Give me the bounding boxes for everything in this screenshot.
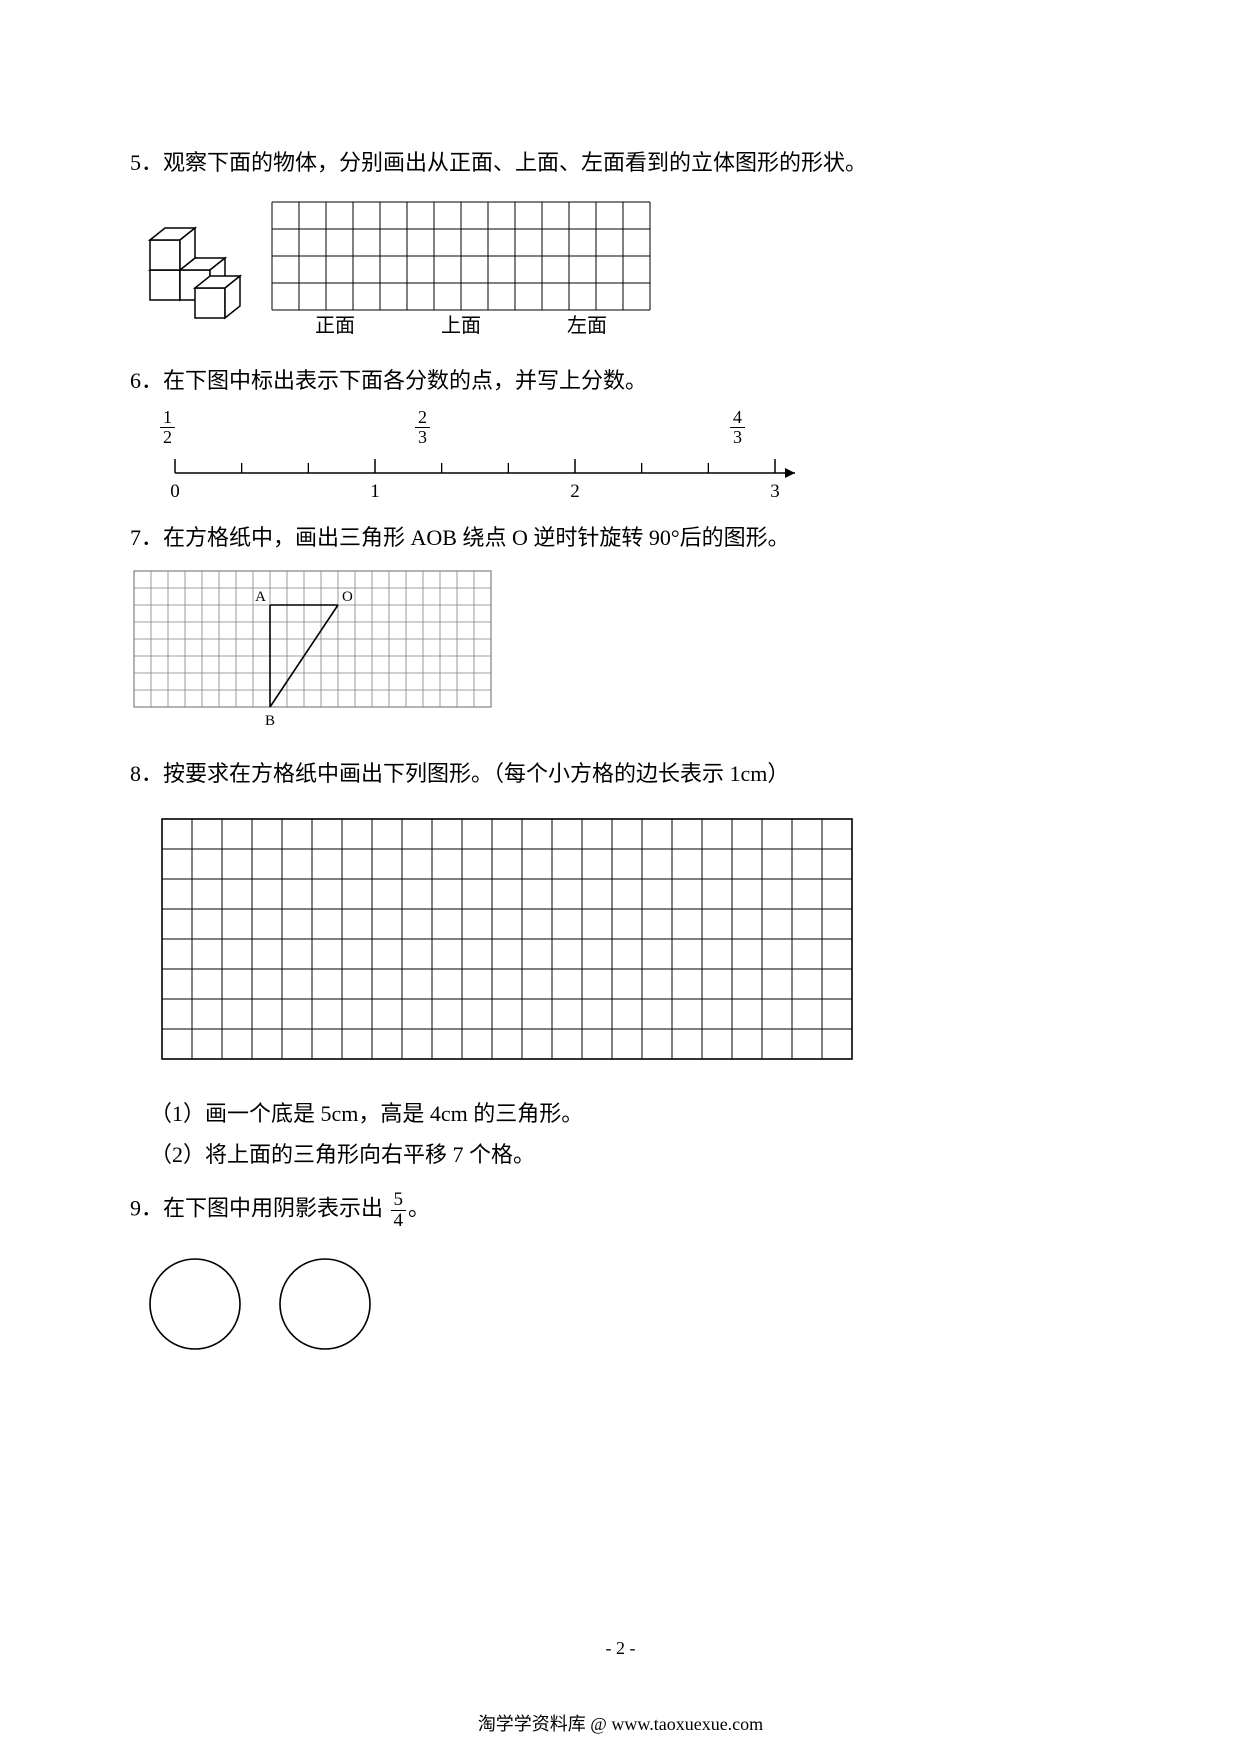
q5-figure: 正面 上面 左面 <box>130 200 1110 338</box>
svg-text:A: A <box>255 589 266 605</box>
q8-sub2: （2）将上面的三角形向右平移 7 个格。 <box>130 1134 1110 1176</box>
q6-fractions-row: 12 23 43 <box>150 408 800 447</box>
q8-sub1: （1）画一个底是 5cm，高是 4cm 的三角形。 <box>130 1093 1110 1135</box>
svg-text:上面: 上面 <box>441 314 481 337</box>
q6-text: 6．在下图中标出表示下面各分数的点，并写上分数。 <box>130 363 1110 398</box>
q8-number: 8． <box>130 761 163 786</box>
q6-numberline: 0 1 2 3 <box>135 453 815 508</box>
q8-grid <box>160 817 856 1063</box>
q5-text: 5．观察下面的物体，分别画出从正面、上面、左面看到的立体图形的形状。 <box>130 145 1110 180</box>
svg-text:0: 0 <box>170 481 180 502</box>
q6-frac-0: 12 <box>160 408 175 447</box>
q6-number: 6． <box>130 368 163 393</box>
q5-grid: 正面 上面 左面 <box>270 200 668 338</box>
q6-frac-2: 43 <box>730 408 745 447</box>
page-number: - 2 - <box>0 1638 1241 1659</box>
q7-text: 7．在方格纸中，画出三角形 AOB 绕点 O 逆时针旋转 90°后的图形。 <box>130 520 1110 555</box>
svg-text:正面: 正面 <box>315 315 355 337</box>
q8-text: 8．按要求在方格纸中画出下列图形。（每个小方格的边长表示 1cm） <box>130 756 1110 791</box>
q9-number: 9． <box>130 1196 163 1221</box>
q7-number: 7． <box>130 525 163 550</box>
q6-frac-1: 23 <box>415 408 430 447</box>
svg-text:2: 2 <box>570 481 580 502</box>
svg-text:1: 1 <box>370 481 380 502</box>
svg-text:左面: 左面 <box>567 314 607 337</box>
svg-text:3: 3 <box>770 481 780 502</box>
q5-number: 5． <box>130 150 163 175</box>
svg-text:O: O <box>342 589 353 605</box>
q9-text: 9．在下图中用阴影表示出 54 。 <box>130 1190 1110 1231</box>
svg-text:B: B <box>265 713 275 729</box>
footer-text: 淘学学资料库 @ www.taoxuexue.com <box>0 1710 1241 1736</box>
q9-frac: 54 <box>391 1190 407 1231</box>
q7-grid: A O B <box>130 567 497 738</box>
q9-circles <box>140 1249 440 1359</box>
q5-cubes <box>130 200 260 320</box>
